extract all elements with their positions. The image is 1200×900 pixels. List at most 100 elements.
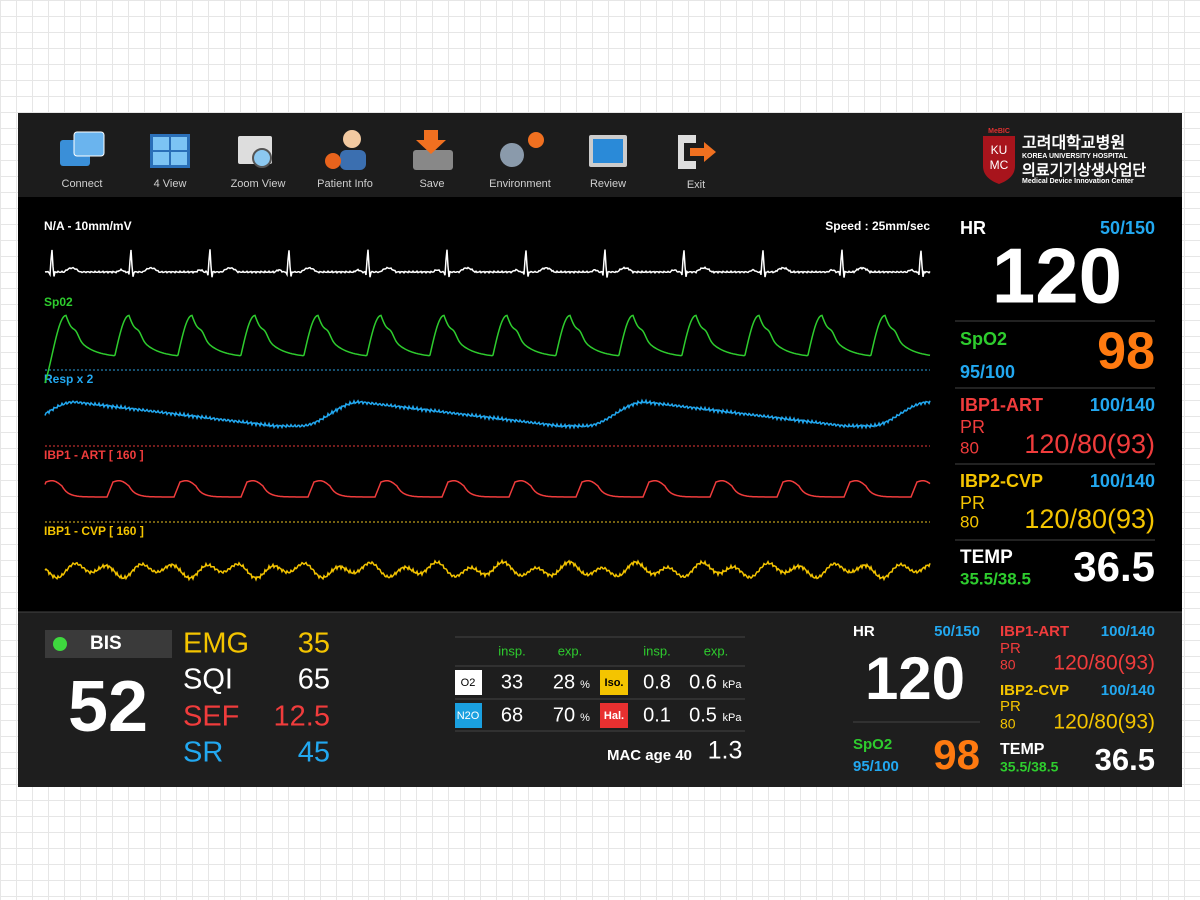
channel-separators	[45, 369, 930, 523]
vital-label: TEMP	[960, 547, 1013, 568]
logo-center-en: Medical Device Innovation Center	[1022, 178, 1134, 185]
vital-label: TEMP	[1000, 741, 1045, 758]
vital-value: 98	[1097, 323, 1155, 381]
gas-header: exp.	[704, 643, 729, 658]
logo-mark: MC	[990, 158, 1009, 172]
bis-indicator	[53, 637, 67, 651]
pr-label: PR	[960, 493, 985, 513]
bis-label: BIS	[90, 633, 122, 654]
vital-label: HR	[960, 218, 986, 238]
sweep-speed: Speed : 25mm/sec	[825, 219, 930, 233]
toolbar-button[interactable]: Connect	[62, 178, 103, 190]
bis-param: SQI	[183, 664, 233, 696]
channel-label: Sp02	[44, 295, 73, 309]
vital-label: IBP1-ART	[1000, 623, 1069, 640]
gas-value: 0.6	[689, 671, 717, 693]
toolbar-button[interactable]: Review	[590, 178, 626, 190]
vital-value: 120/80(93)	[1053, 652, 1155, 675]
logo-mark: KU	[991, 143, 1008, 157]
logo-center: 의료기기상생사업단	[1022, 161, 1146, 179]
vital-range: 35.5/38.5	[1000, 759, 1059, 775]
vital-range: 100/140	[1101, 682, 1155, 699]
bis-param-value: 12.5	[274, 701, 330, 733]
pr-label: PR	[1000, 698, 1021, 715]
gas-agent: Iso.	[605, 677, 624, 689]
ecg-wave	[44, 249, 931, 278]
vital-label: HR	[853, 623, 875, 640]
mac-value: 1.3	[708, 737, 743, 765]
cvp-wave	[44, 558, 931, 582]
pr-label: PR	[1000, 640, 1021, 657]
gas-agent: N2O	[457, 710, 480, 722]
pr-label: PR	[960, 417, 985, 437]
bis-param-value: 65	[298, 664, 330, 696]
bis-value: 52	[68, 667, 148, 747]
pr-value: 80	[960, 512, 979, 531]
gas-unit: %	[580, 679, 590, 691]
vital-value: 120/80(93)	[1053, 711, 1155, 734]
art-wave	[44, 479, 931, 498]
vital-value: 120/80(93)	[1024, 504, 1155, 534]
vital-range: 95/100	[853, 758, 899, 775]
vital-range: 50/150	[934, 623, 980, 640]
logo-name-en: KOREA UNIVERSITY HOSPITAL	[1022, 153, 1128, 160]
gas-value: 28	[553, 671, 575, 693]
toolbar-button[interactable]: Save	[419, 178, 444, 190]
toolbar-icons	[60, 130, 716, 170]
vital-range: 100/140	[1101, 623, 1155, 640]
toolbar-button[interactable]: Patient Info	[317, 178, 373, 190]
vital-value: 120/80(93)	[1024, 429, 1155, 459]
spo2-wave	[44, 314, 931, 384]
gas-header: insp.	[643, 643, 670, 658]
bis-param-value: 35	[298, 628, 330, 660]
vital-value: 120	[865, 645, 965, 712]
vital-range: 50/150	[1100, 218, 1155, 238]
gas-unit: kPa	[723, 679, 743, 691]
channel-label: Resp x 2	[44, 372, 94, 386]
vital-value: 98	[933, 731, 980, 778]
logo-badge: MeBIC	[988, 128, 1010, 135]
gas-value: 68	[501, 704, 523, 726]
vital-value: 120	[992, 232, 1122, 320]
pr-value: 80	[960, 438, 979, 457]
vital-range: 100/140	[1090, 395, 1155, 415]
resp-wave	[44, 398, 931, 430]
vital-range: 35.5/38.5	[960, 569, 1031, 588]
toolbar-button[interactable]: Environment	[489, 178, 551, 190]
ecg-scale: N/A - 10mm/mV	[44, 219, 132, 233]
gas-header: exp.	[558, 643, 583, 658]
gas-value: 70	[553, 704, 575, 726]
bis-param: SR	[183, 737, 223, 769]
toolbar-button[interactable]: Zoom View	[231, 178, 286, 190]
gas-value: 33	[501, 671, 523, 693]
gas-unit: %	[580, 712, 590, 724]
pr-value: 80	[1000, 657, 1016, 673]
logo-name: 고려대학교병원	[1022, 134, 1125, 152]
vital-range: 100/140	[1090, 471, 1155, 491]
gas-header: insp.	[498, 643, 525, 658]
toolbar-button[interactable]: 4 View	[154, 178, 187, 190]
dividers	[455, 320, 1155, 732]
logo-shield	[983, 136, 1015, 184]
vital-value: 36.5	[1095, 742, 1155, 777]
toolbar-button[interactable]: Exit	[687, 179, 705, 191]
gas-value: 0.1	[643, 704, 671, 726]
vital-label: IBP2-CVP	[1000, 682, 1069, 699]
channel-label: IBP1 - CVP [ 160 ]	[44, 524, 144, 538]
gas-agent: O2	[461, 677, 476, 689]
gas-value: 0.5	[689, 704, 717, 726]
bis-param-value: 45	[298, 737, 330, 769]
bis-param: SEF	[183, 701, 239, 733]
vital-label: IBP2-CVP	[960, 471, 1043, 491]
gas-unit: kPa	[723, 712, 743, 724]
gas-agent: Hal.	[604, 710, 624, 722]
pr-value: 80	[1000, 716, 1016, 732]
mac-label: MAC age 40	[607, 747, 692, 764]
vital-label: SpO2	[960, 329, 1007, 349]
vital-value: 36.5	[1073, 543, 1155, 590]
channel-label: IBP1 - ART [ 160 ]	[44, 448, 144, 462]
gas-agent-boxes	[455, 670, 628, 728]
gas-value: 0.8	[643, 671, 671, 693]
